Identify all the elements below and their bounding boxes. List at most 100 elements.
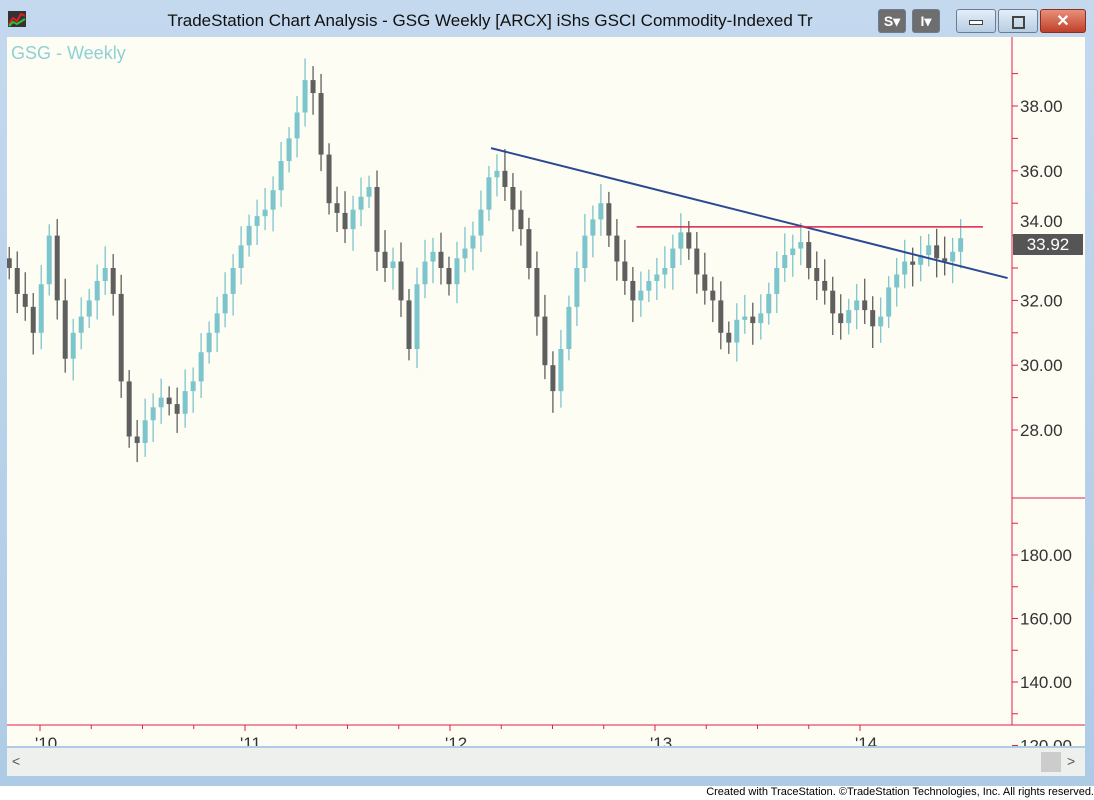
styles-label: S [883,13,894,29]
candle-body [806,242,812,268]
indicators-label: I [920,13,925,29]
styles-menu-button[interactable]: S▾ [878,9,906,33]
close-button[interactable]: ✕ [1040,9,1086,33]
candle-body [118,293,124,382]
candle-body [654,274,660,281]
candles-layer [7,58,964,463]
candle-body [622,261,628,281]
candle-body [830,290,836,314]
candle-body [558,349,564,392]
candle-body [702,274,708,291]
candle-body [46,235,52,285]
lower-tick-label: 180.00 [1020,546,1072,565]
title-bar[interactable]: TradeStation Chart Analysis - GSG Weekly… [0,0,1094,36]
candle-body [7,258,12,268]
scroll-left-arrow[interactable]: < [12,753,21,769]
candle-body [870,310,876,327]
candle-body [502,170,508,187]
candle-body [366,187,372,197]
candle-body [590,219,596,236]
candle-body [254,216,260,226]
candle-body [518,209,524,230]
drawing-layer [490,147,1008,280]
price-tick-label: 28.00 [1020,421,1063,440]
candle-body [294,112,300,139]
candle-body [134,436,140,443]
time-tick-label: '10 [35,734,57,746]
candle-body [550,365,556,392]
price-tick-label: 38.00 [1020,97,1063,116]
candle-body [334,203,340,213]
candle-body [390,261,396,268]
chart-symbol-label: GSG - Weekly [11,43,126,63]
candle-body [726,332,732,343]
candle-body [262,209,268,217]
candle-body [638,290,644,301]
candle-body [846,310,852,324]
candle-body [918,255,924,265]
candle-body [534,268,540,317]
candle-body [598,203,604,220]
minimize-button[interactable] [956,9,996,33]
candle-body [414,284,420,349]
candle-body [222,293,228,314]
candle-body [22,293,28,307]
minimize-icon [969,19,983,25]
scroll-thumb[interactable] [1041,752,1061,772]
candle-body [614,235,620,262]
chart-area[interactable]: GSG - Weekly 38.00 36.00 34.00 32.00 30.00 28… [7,37,1085,746]
candle-body [438,251,444,268]
candle-body [326,154,332,204]
candle-body [430,251,436,262]
candle-body [814,268,820,281]
indicators-menu-button[interactable]: I▾ [912,9,940,33]
candle-body [718,300,724,333]
candle-body [462,248,468,259]
candle-body [86,300,92,317]
candle-body [358,196,364,210]
candle-body [926,245,932,256]
candle-body [798,242,804,249]
price-tick-label: 32.00 [1020,291,1063,310]
candle-body [182,391,188,414]
candle-body [318,93,324,155]
horizontal-scrollbar[interactable]: < > [7,748,1085,776]
candle-body [446,268,452,285]
candle-body [102,268,108,281]
candle-body [174,404,180,414]
candle-body [142,420,148,443]
candle-body [958,238,964,252]
candle-body [742,316,748,320]
candle-body [582,235,588,268]
last-price-marker [1013,234,1083,255]
maximize-icon [1011,15,1025,29]
candle-body [630,280,636,301]
candle-body [950,251,956,262]
copyright-footer: Created with TraceStation. ©TradeStation… [0,786,1094,800]
last-price-value: 33.92 [1027,235,1070,254]
candle-body [286,138,292,162]
candle-body [270,190,276,210]
candle-body [934,245,940,259]
candle-body [878,316,884,327]
scroll-right-arrow[interactable]: > [1067,753,1076,769]
candle-body [158,397,164,408]
lower-tick-label: 160.00 [1020,610,1072,629]
maximize-button[interactable] [998,9,1038,33]
candle-body [126,381,132,437]
candle-body [766,293,772,314]
candle-body [854,300,860,311]
candle-body [54,235,60,301]
candle-body [78,316,84,333]
candle-body [750,316,756,324]
candle-body [470,235,476,249]
candle-body [670,248,676,268]
candle-body [406,300,412,349]
candle-body [30,306,36,333]
candle-body [486,177,492,210]
candle-body [238,245,244,268]
candle-body [310,80,316,94]
candle-body [542,316,548,366]
candle-body [782,255,788,268]
price-chart[interactable]: GSG - Weekly 38.00 36.00 34.00 32.00 30.00 28… [7,37,1085,746]
